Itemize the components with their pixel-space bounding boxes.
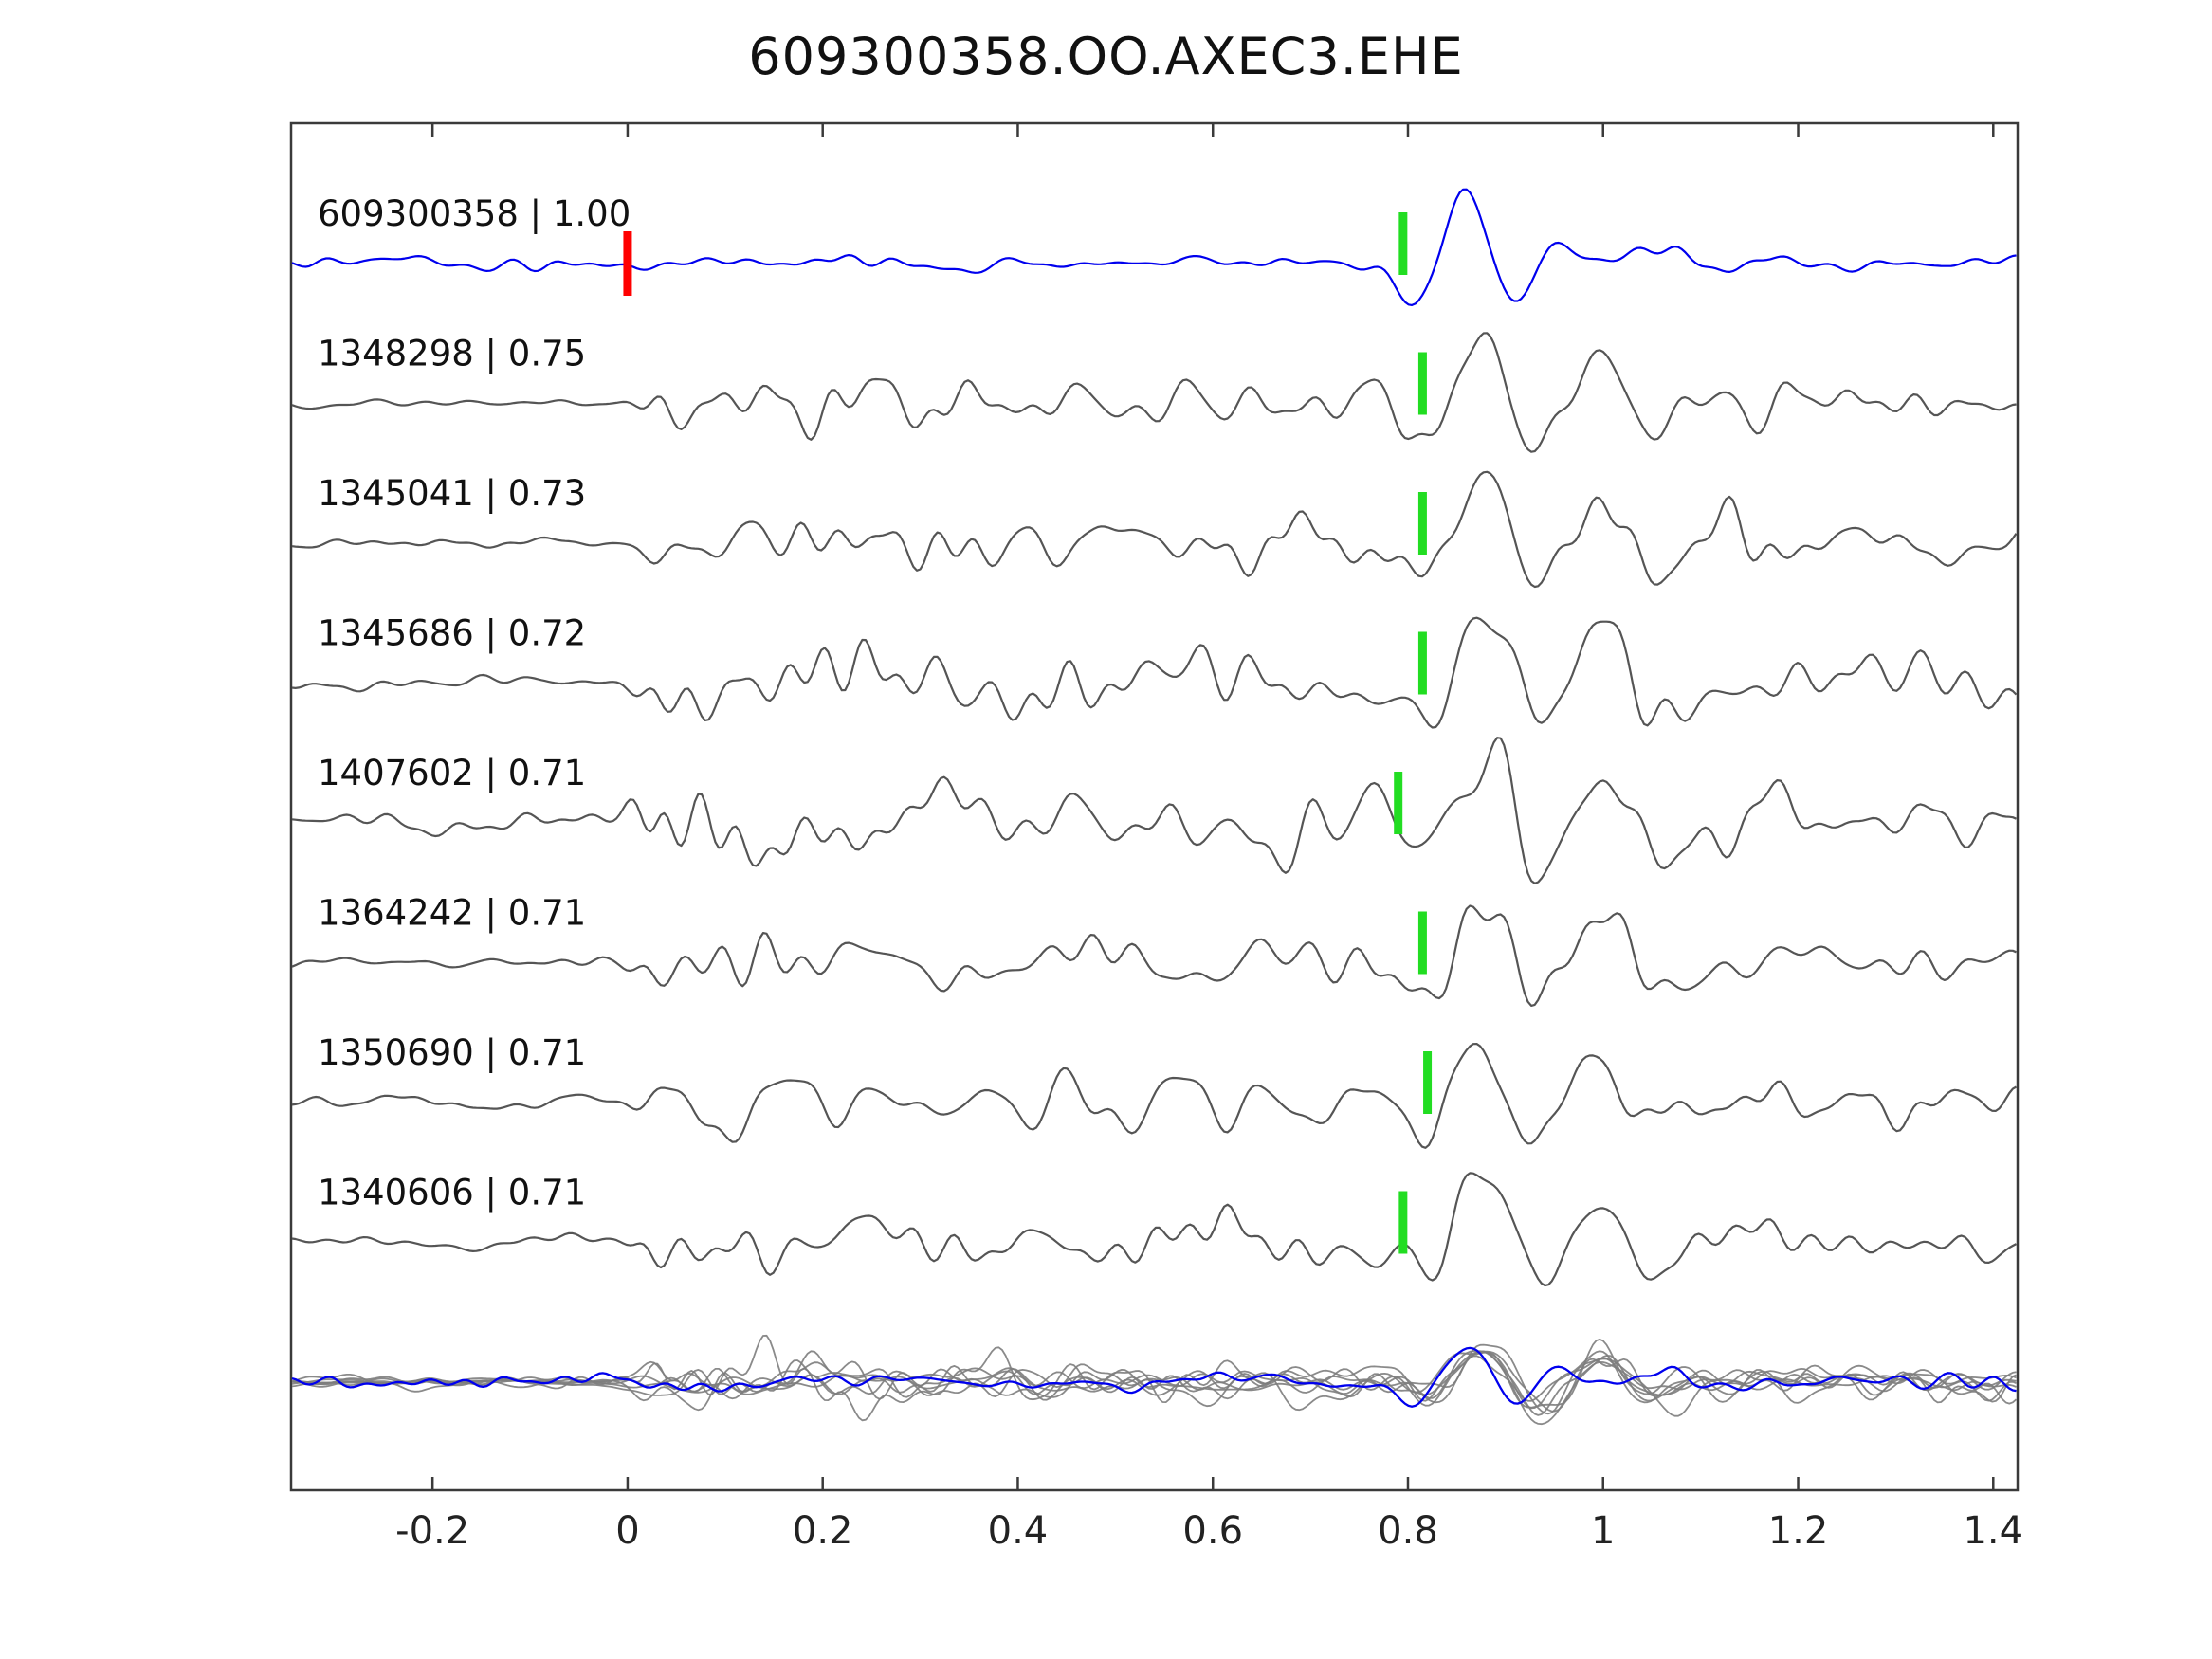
waveform-1345041: [291, 470, 2018, 589]
x-tick-label: 1.2: [1768, 1509, 1829, 1553]
x-tick-label: 1: [1591, 1509, 1615, 1553]
waveform-609300358: [291, 188, 2017, 306]
x-tick-label: 0.8: [1378, 1509, 1438, 1553]
overlay-waveform-1407602: [291, 1334, 2017, 1422]
x-tick-label: 0.4: [988, 1509, 1049, 1553]
x-tick-label: 0.2: [793, 1509, 853, 1553]
trace-label: 1340606 | 0.71: [318, 1173, 586, 1213]
trace-label: 1350690 | 0.71: [318, 1032, 586, 1073]
waveform-1345686: [291, 616, 2018, 729]
figure-title: 609300358.OO.AXEC3.EHE: [748, 27, 1464, 86]
trace-label: 609300358 | 1.00: [318, 193, 631, 234]
waveform-1348298: [291, 332, 2017, 453]
x-tick-label: 0.6: [1182, 1509, 1243, 1553]
trace-label: 1348298 | 0.75: [318, 334, 586, 374]
overlay-waveform-1340606: [291, 1350, 2017, 1404]
waveform-1407602: [291, 737, 2017, 884]
trace-label: 1364242 | 0.71: [318, 893, 586, 934]
trace-label: 1345041 | 0.73: [318, 473, 586, 514]
x-tick-label: 0: [615, 1509, 639, 1553]
waveform-1340606: [291, 1172, 2018, 1287]
plot-border: [289, 121, 2020, 1492]
waveform-1350690: [291, 1043, 2018, 1149]
overlay-waveform-template: [291, 1346, 2017, 1408]
waveform-1364242: [291, 904, 2017, 1007]
trace-label: 1345686 | 0.72: [318, 613, 586, 654]
x-tick-label: 1.4: [1963, 1509, 2023, 1553]
x-tick-label: -0.2: [395, 1509, 469, 1553]
trace-label: 1407602 | 0.71: [318, 753, 586, 793]
overlay-waveform-1364242: [291, 1350, 2017, 1416]
